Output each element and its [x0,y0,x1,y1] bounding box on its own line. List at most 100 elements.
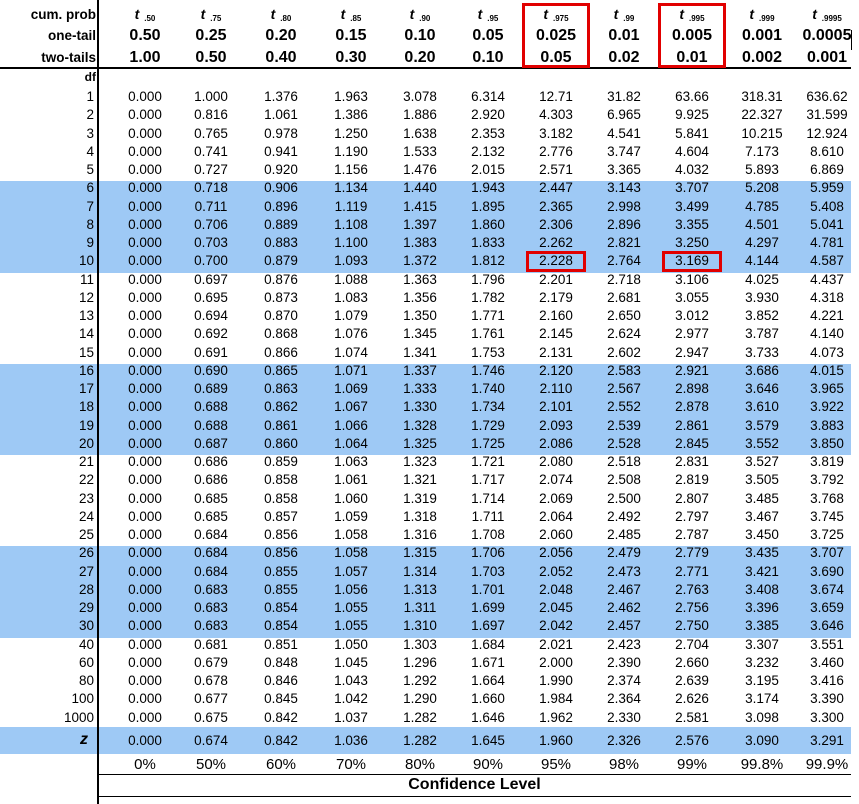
table-cell: 3.416 [810,673,844,688]
table-cell: 1.706 [471,545,505,561]
z-value: 1.282 [403,733,437,748]
table-cell: 1.984 [539,691,573,707]
confidence-value: 99.9% [805,756,849,773]
one-tail-value: 0.001 [741,27,783,44]
table-cell: 0.681 [194,636,228,652]
table-cell: 0.000 [128,271,162,287]
table-cell: 1.076 [334,326,368,342]
table-cell: 2.479 [607,545,641,561]
df-value: 24 [78,508,94,524]
table-cell: 3.768 [810,490,844,506]
table-cell: 0.741 [194,143,228,159]
table-cell: 2.069 [539,490,573,506]
table-cell: 0.695 [194,289,228,305]
column-t-header: t .95 [477,6,499,23]
column-t-subscript: .999 [758,14,775,23]
table-cell: 1.895 [471,198,505,214]
table-cell: 2.093 [539,417,573,433]
table-cell: 0.000 [128,253,162,269]
df-value: 40 [78,636,94,652]
table-cell: 1.119 [334,198,368,214]
table-cell: 0.860 [264,435,298,451]
header-divider [97,0,99,804]
table-cell: 2.120 [539,362,573,378]
table-cell: 3.733 [745,344,779,360]
column-t-subscript: .50 [144,14,156,23]
two-tails-value: 0.002 [741,49,783,66]
table-cell: 2.567 [607,381,641,396]
table-cell: 1.066 [334,417,368,433]
table-cell: 0.861 [264,417,298,433]
table-cell: 2.179 [539,289,573,305]
table-cell: 2.042 [539,618,573,634]
df-value: 1 [86,89,94,104]
table-cell: 0.694 [194,308,228,323]
table-cell: 1.067 [334,399,368,415]
table-cell: 3.012 [675,308,709,323]
table-cell: 0.000 [128,673,162,688]
table-cell: 4.318 [810,289,844,305]
table-cell: 0.000 [128,490,162,506]
confidence-value: 95% [540,756,572,773]
df-value: 18 [78,399,94,415]
table-cell: 1.134 [334,180,368,196]
table-cell: 2.423 [607,636,641,652]
table-cell: 2.681 [607,289,641,305]
table-cell: 0.000 [128,600,162,615]
table-cell: 4.025 [745,271,779,287]
table-cell: 2.262 [539,235,573,250]
confidence-value: 80% [404,756,436,773]
table-cell: 4.297 [745,235,779,250]
table-cell: 1.664 [471,673,505,688]
table-cell: 1.061 [334,472,368,488]
conf-rule [98,774,851,775]
table-cell: 2.807 [675,490,709,506]
df-value: 6 [86,180,94,196]
df-value: 3 [86,125,94,141]
table-cell: 2.861 [675,417,709,433]
table-cell: 1.328 [403,417,437,433]
column-t-header: t .99 [613,6,635,23]
table-cell: 0.856 [264,545,298,561]
table-cell: 0.000 [128,691,162,707]
table-cell: 0.000 [128,581,162,597]
table-cell: 3.195 [745,673,779,688]
table-cell: 3.232 [745,654,779,670]
column-t-subscript: .85 [350,14,362,23]
table-cell: 3.674 [810,581,844,597]
table-cell: 2.110 [539,381,573,396]
table-cell: 0.685 [194,508,228,524]
table-cell: 0.000 [128,344,162,360]
table-cell: 4.785 [745,198,779,214]
column-t-subscript: .95 [487,14,499,23]
table-cell: 2.145 [539,326,573,342]
table-cell: 5.208 [745,180,779,196]
z-value: 1.036 [334,733,368,748]
table-cell: 1.363 [403,271,437,287]
table-cell: 12.71 [539,89,573,104]
table-cell: 6.314 [471,89,505,104]
table-cell: 2.539 [607,417,641,433]
table-cell: 3.922 [810,399,844,415]
table-cell: 1.079 [334,308,368,323]
table-cell: 1.796 [471,271,505,287]
column-t-header: t .999 [749,6,775,23]
table-cell: 2.797 [675,508,709,524]
table-cell: 3.385 [745,618,779,634]
column-t-header: t .75 [200,6,222,23]
table-cell: 3.460 [810,654,844,670]
df-value: 4 [86,143,94,159]
table-cell: 2.763 [675,581,709,597]
table-cell: 2.447 [539,180,573,196]
table-cell: 3.182 [539,125,573,141]
column-t-header: t .975 [543,6,569,23]
table-cell: 0.000 [128,180,162,196]
table-cell: 2.750 [675,618,709,634]
table-cell: 3.551 [810,636,844,652]
table-cell: 2.080 [539,454,573,469]
df-value: 23 [78,490,94,506]
table-cell: 1.063 [334,454,368,469]
two-tails-value: 0.02 [608,49,640,66]
table-cell: 1.533 [403,143,437,159]
table-cell: 1.638 [403,125,437,141]
